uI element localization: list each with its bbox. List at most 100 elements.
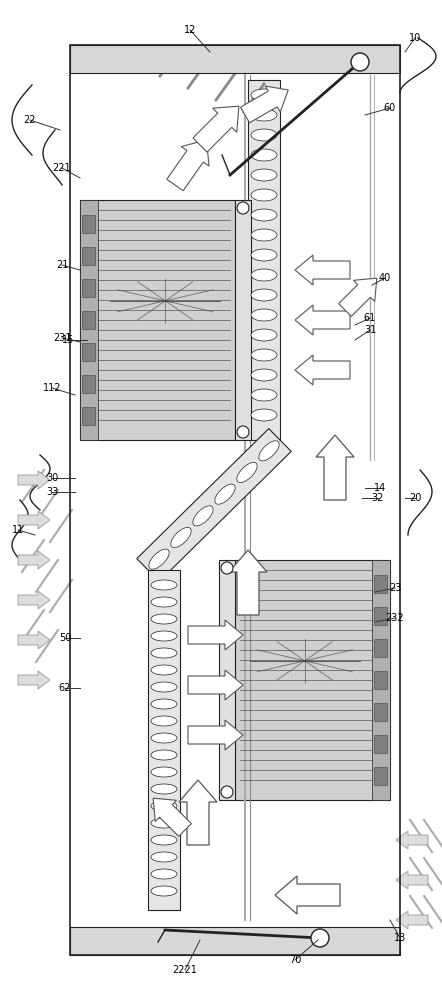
Bar (82, 375, 95, 393)
Bar (235, 560, 390, 800)
Polygon shape (295, 355, 350, 385)
Ellipse shape (151, 801, 177, 811)
Text: 22: 22 (24, 115, 36, 125)
Bar (374, 767, 387, 785)
Text: 23: 23 (389, 583, 401, 593)
Ellipse shape (251, 289, 277, 301)
Ellipse shape (151, 767, 177, 777)
Ellipse shape (151, 597, 177, 607)
Polygon shape (18, 591, 50, 609)
Text: 232: 232 (386, 613, 404, 623)
Ellipse shape (151, 869, 177, 879)
Ellipse shape (237, 462, 257, 483)
Ellipse shape (259, 441, 279, 461)
Text: 60: 60 (384, 103, 396, 113)
Ellipse shape (151, 750, 177, 760)
Ellipse shape (251, 149, 277, 161)
Text: 32: 32 (372, 493, 384, 503)
Text: 15: 15 (62, 335, 74, 345)
Bar (372, 560, 390, 800)
Bar (374, 639, 387, 657)
Ellipse shape (251, 89, 277, 101)
Text: 50: 50 (59, 633, 71, 643)
Bar (70, 45, 400, 73)
Text: 62: 62 (59, 683, 71, 693)
Ellipse shape (151, 631, 177, 641)
Bar (219, 560, 235, 800)
Text: 20: 20 (409, 493, 421, 503)
Text: 112: 112 (43, 383, 61, 393)
Polygon shape (275, 876, 340, 914)
Circle shape (221, 786, 233, 798)
Ellipse shape (251, 389, 277, 401)
Ellipse shape (151, 716, 177, 726)
Ellipse shape (251, 109, 277, 121)
Polygon shape (179, 780, 217, 845)
Polygon shape (295, 255, 350, 285)
Ellipse shape (251, 369, 277, 381)
Ellipse shape (151, 614, 177, 624)
Text: 61: 61 (364, 313, 376, 323)
Bar (82, 343, 95, 361)
Ellipse shape (151, 852, 177, 862)
Bar (82, 311, 95, 329)
Ellipse shape (151, 699, 177, 709)
Polygon shape (240, 86, 288, 123)
Polygon shape (18, 551, 50, 569)
Bar (374, 607, 387, 625)
Bar (374, 671, 387, 689)
Polygon shape (316, 435, 354, 500)
Ellipse shape (251, 329, 277, 341)
Ellipse shape (215, 484, 235, 504)
Ellipse shape (251, 209, 277, 221)
Circle shape (221, 562, 233, 574)
Bar (70, 927, 400, 955)
Polygon shape (396, 911, 428, 929)
Text: 2221: 2221 (172, 965, 198, 975)
Ellipse shape (151, 665, 177, 675)
Ellipse shape (151, 835, 177, 845)
Ellipse shape (251, 269, 277, 281)
Text: 30: 30 (46, 473, 58, 483)
Text: 31: 31 (364, 325, 376, 335)
Bar (374, 703, 387, 721)
Ellipse shape (251, 229, 277, 241)
Text: 12: 12 (184, 25, 196, 35)
Bar (374, 575, 387, 593)
Ellipse shape (151, 682, 177, 692)
Polygon shape (153, 798, 191, 836)
Text: 40: 40 (379, 273, 391, 283)
Ellipse shape (151, 733, 177, 743)
Ellipse shape (251, 409, 277, 421)
Ellipse shape (251, 129, 277, 141)
Text: 70: 70 (289, 955, 301, 965)
Polygon shape (295, 305, 350, 335)
Bar (82, 279, 95, 297)
Text: 33: 33 (46, 487, 58, 497)
Ellipse shape (151, 648, 177, 658)
Polygon shape (193, 106, 239, 152)
Polygon shape (137, 429, 291, 581)
Ellipse shape (251, 169, 277, 181)
Polygon shape (18, 511, 50, 529)
Bar (148, 570, 180, 910)
Circle shape (351, 53, 369, 71)
Ellipse shape (151, 818, 177, 828)
Polygon shape (339, 278, 377, 316)
Polygon shape (188, 670, 243, 700)
Ellipse shape (171, 527, 191, 548)
Polygon shape (18, 671, 50, 689)
Polygon shape (167, 140, 209, 191)
Bar (235, 200, 251, 440)
Text: 10: 10 (409, 33, 421, 43)
Text: 11: 11 (12, 525, 24, 535)
Text: 14: 14 (374, 483, 386, 493)
Text: 13: 13 (394, 933, 406, 943)
Ellipse shape (251, 309, 277, 321)
Polygon shape (188, 720, 243, 750)
Text: 231: 231 (53, 333, 71, 343)
Bar (80, 200, 98, 440)
Bar (374, 735, 387, 753)
Ellipse shape (193, 506, 213, 526)
Polygon shape (229, 550, 267, 615)
